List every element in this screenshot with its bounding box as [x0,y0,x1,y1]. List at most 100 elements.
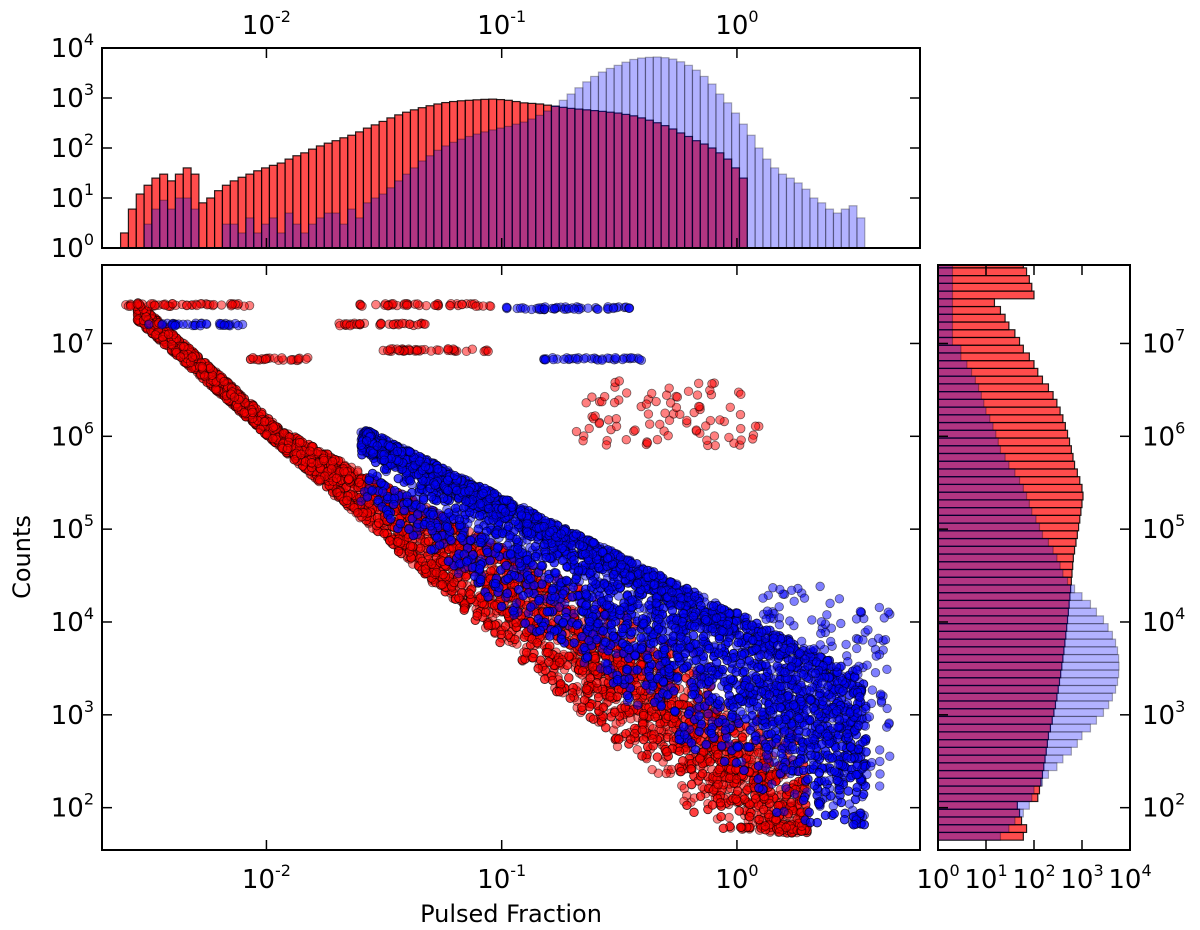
top-histogram-bar [770,167,780,248]
top-histogram-bar [793,182,803,248]
top-histogram-bar [613,64,623,248]
scatter-point [734,806,744,816]
scatter-point [724,812,734,823]
top-histogram-y-tick-label: 101 [51,180,94,214]
top-histogram-bar [652,56,662,248]
top-histogram-bar [480,131,490,248]
top-histogram-bar [362,202,372,248]
scatter-point [556,679,566,689]
top-histogram-bar [354,217,365,248]
top-histogram-bar [307,223,318,248]
top-histogram-bar [268,217,278,248]
top-histogram-bar [488,129,498,248]
scatter-point [584,701,595,712]
top-histogram-bar [621,61,631,248]
top-histogram-bar [574,87,584,248]
scatter-point [718,823,729,833]
top-histogram-bar [684,64,694,248]
scatter-point [661,768,671,779]
top-histogram-bar [637,57,647,248]
top-histogram-bar [394,180,404,248]
scatter-point [543,647,553,658]
scatter-point [786,797,796,808]
top-histogram-bar [323,212,333,248]
top-histogram-bar [417,160,427,248]
scatter-point [385,536,395,546]
top-histogram-bar [433,149,443,248]
top-histogram-bar [174,197,184,248]
scatter-point [682,800,692,810]
top-histogram-bar [119,232,130,248]
top-histogram-y-tick-label-text: 103 [51,80,94,114]
top-histogram-bar [166,208,177,248]
top-histogram-bar [292,223,302,248]
top-histogram-y-tick-label-text: 101 [51,180,94,214]
top-histogram-bar [668,58,678,248]
top-histogram-bar [425,155,435,248]
scatter-point [510,634,520,645]
top-histogram-bar [566,93,576,248]
top-histogram-x-tick-label: 10-1 [477,7,526,41]
top-histogram-bar [778,173,788,248]
top-histogram-bar [143,223,153,248]
top-histogram-bar [723,102,733,248]
top-histogram-y-tick-label-text: 104 [51,30,94,64]
top-histogram-bar [182,197,192,248]
scatter-point [374,518,384,528]
top-histogram-bar [801,188,811,248]
scatter-point [496,629,506,640]
top-histogram-y-tick-label-text: 100 [51,230,94,264]
top-histogram-bar [785,177,795,248]
top-histogram-bar [253,232,263,248]
scatter-point [547,675,558,686]
top-histogram-bar [260,223,271,248]
scatter-point [686,764,696,774]
top-histogram-bar [229,223,239,248]
scatter-point [577,666,588,676]
top-histogram-x-tick-label-text: 100 [715,7,758,41]
top-histogram-bar [496,127,506,248]
top-histogram-bar [746,134,756,248]
top-histogram-bar [676,61,686,248]
scatter-point [483,621,493,631]
top-histogram-bar [198,202,208,248]
top-histogram-bar [582,81,592,248]
top-histogram-bar [605,67,615,248]
top-histogram-bar [558,99,568,248]
top-histogram-bar [840,208,850,248]
top-histogram-bar [331,212,341,248]
top-histogram-y-tick-label: 100 [51,230,94,264]
top-histogram-bar [237,232,247,248]
top-histogram-bar [535,114,545,248]
scatter-point [393,546,404,557]
top-histogram-bar [409,167,419,248]
top-histogram-x-tick-label: 100 [715,7,758,41]
top-histogram-bar [825,208,835,248]
top-histogram-bar [213,190,224,248]
top-histogram-bar [644,56,654,248]
scatter-point [601,722,611,733]
scatter-point [598,702,609,712]
top-histogram-y-tick-label: 104 [51,30,94,64]
scatter-point [638,734,649,745]
top-histogram-bar [276,232,286,248]
main-scatter-points [121,298,895,838]
top-histogram-bar [284,212,294,248]
top-histogram-bar [503,125,513,248]
top-histogram-x-tick-label-text: 10-1 [477,7,526,41]
top-histogram-y-tick-label: 103 [51,80,94,114]
top-histogram-bar [519,121,529,248]
top-histogram-bar [245,217,255,248]
scatter-point [500,621,511,631]
top-histogram-bar [699,75,709,248]
top-histogram-bar [206,197,216,248]
top-histogram-bar [848,205,858,248]
scatter-point [379,528,389,539]
top-histogram-bar [731,112,741,248]
scatter-point [593,692,604,703]
top-histogram-bar [135,193,145,248]
